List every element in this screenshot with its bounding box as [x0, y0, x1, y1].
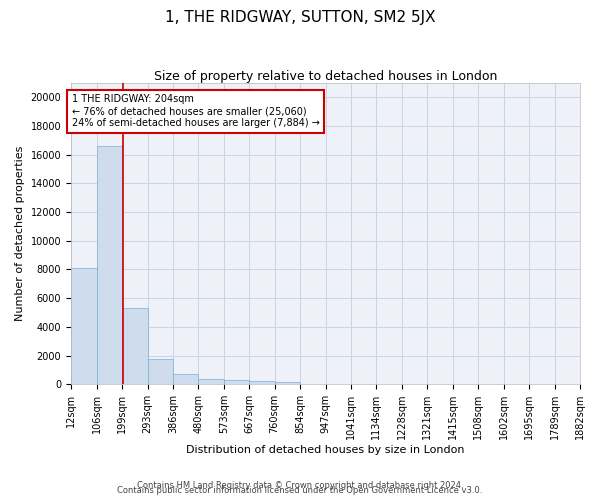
Bar — [97, 146, 122, 384]
Bar — [148, 359, 173, 384]
X-axis label: Distribution of detached houses by size in London: Distribution of detached houses by size … — [186, 445, 465, 455]
Bar — [199, 379, 224, 384]
Bar — [122, 308, 148, 384]
Text: Contains public sector information licensed under the Open Government Licence v3: Contains public sector information licen… — [118, 486, 482, 495]
Text: 1 THE RIDGWAY: 204sqm
← 76% of detached houses are smaller (25,060)
24% of semi-: 1 THE RIDGWAY: 204sqm ← 76% of detached … — [71, 94, 319, 128]
Bar — [275, 382, 300, 384]
Y-axis label: Number of detached properties: Number of detached properties — [15, 146, 25, 322]
Bar — [71, 268, 97, 384]
Bar — [224, 380, 250, 384]
Bar — [173, 374, 199, 384]
Title: Size of property relative to detached houses in London: Size of property relative to detached ho… — [154, 70, 497, 83]
Text: Contains HM Land Registry data © Crown copyright and database right 2024.: Contains HM Land Registry data © Crown c… — [137, 481, 463, 490]
Bar — [250, 382, 275, 384]
Text: 1, THE RIDGWAY, SUTTON, SM2 5JX: 1, THE RIDGWAY, SUTTON, SM2 5JX — [164, 10, 436, 25]
